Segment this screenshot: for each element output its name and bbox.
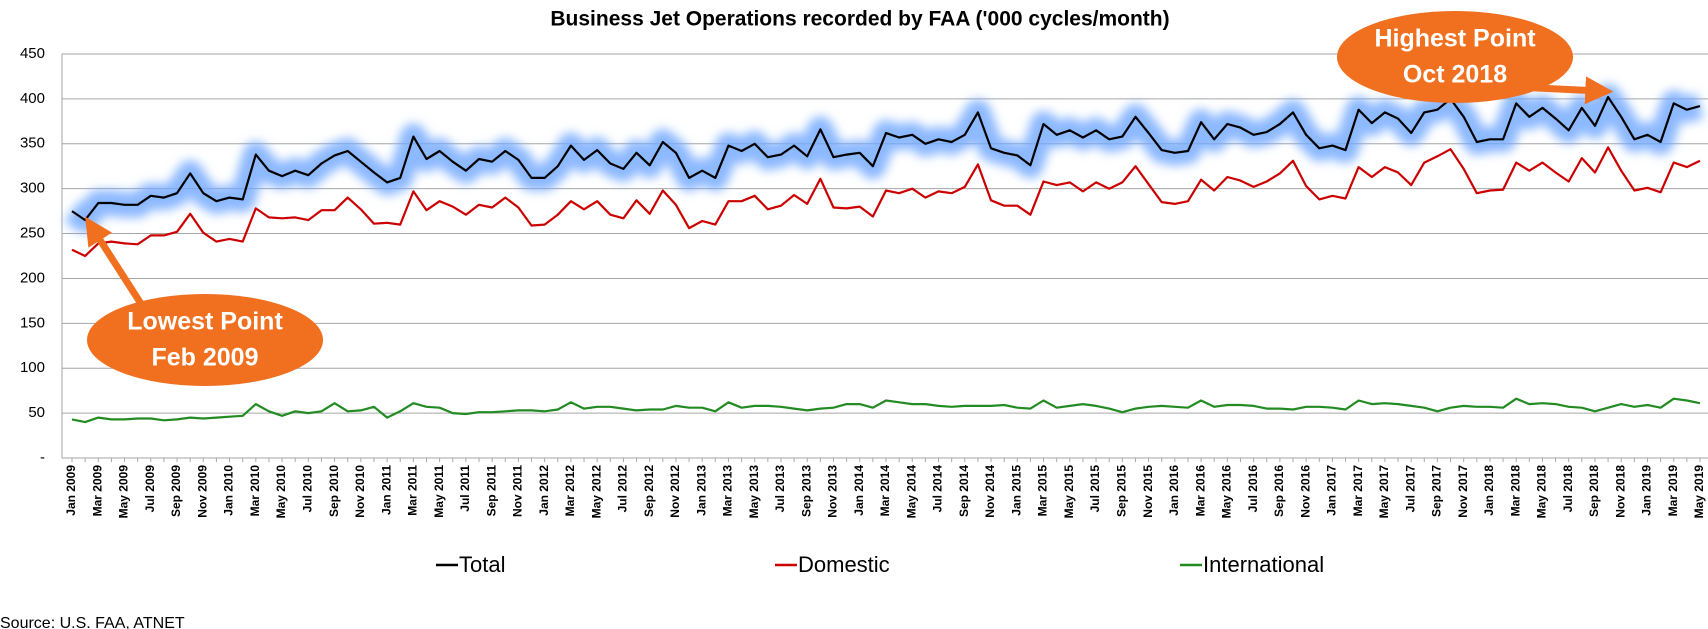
legend-label: Domestic	[798, 552, 890, 577]
x-tick-label: Sep 2011	[484, 465, 498, 517]
x-tick-label: Jan 2010	[222, 465, 236, 516]
x-tick-label: Mar 2015	[1036, 465, 1050, 517]
series-line	[71, 96, 1701, 222]
x-tick-label: Jul 2014	[931, 465, 945, 513]
y-tick-label: 150	[20, 314, 45, 331]
y-tick-label: 100	[20, 359, 45, 376]
x-tick-label: Mar 2018	[1508, 465, 1522, 517]
x-tick-label: Sep 2017	[1430, 465, 1444, 517]
series-line	[71, 146, 1701, 258]
x-tick-label: May 2013	[747, 465, 761, 519]
y-tick-label: 200	[20, 269, 45, 286]
x-tick-label: Mar 2014	[878, 465, 892, 517]
x-tick-label: Jul 2013	[773, 465, 787, 513]
source-note: Source: U.S. FAA, ATNET	[0, 615, 185, 629]
x-tick-label: Jul 2011	[458, 465, 472, 512]
x-tick-label: Jul 2015	[1088, 465, 1102, 513]
series-line	[71, 397, 1701, 424]
y-tick-label: 50	[28, 404, 45, 421]
x-tick-label: Sep 2012	[642, 465, 656, 517]
legend-label: International	[1203, 552, 1324, 577]
x-tick-label: Sep 2018	[1587, 465, 1601, 517]
x-tick-label: Jul 2010	[300, 465, 314, 513]
x-tick-label: Mar 2010	[248, 465, 262, 517]
annotation-text: Feb 2009	[151, 344, 258, 372]
annotation-bubble	[87, 294, 323, 386]
x-tick-label: Jan 2017	[1325, 465, 1339, 516]
x-tick-label: Jan 2009	[64, 465, 78, 516]
annotation-text: Highest Point	[1374, 25, 1536, 53]
x-tick-label: Nov 2009	[195, 465, 209, 518]
y-tick-label: 350	[20, 135, 45, 152]
x-tick-label: May 2012	[589, 465, 603, 519]
chart-title: Business Jet Operations recorded by FAA …	[550, 8, 1169, 31]
x-tick-label: Nov 2018	[1613, 465, 1627, 518]
x-tick-label: Nov 2014	[983, 465, 997, 518]
x-tick-label: Sep 2015	[1114, 465, 1128, 517]
y-tick-label: 300	[20, 180, 45, 197]
x-tick-label: Nov 2015	[1141, 465, 1155, 518]
x-tick-label: Jul 2017	[1403, 465, 1417, 513]
x-tick-label: Sep 2013	[799, 465, 813, 517]
x-tick-label: Nov 2017	[1456, 465, 1470, 518]
x-tick-label: Sep 2016	[1272, 465, 1286, 517]
x-tick-label: Mar 2012	[563, 465, 577, 517]
x-tick-label: Nov 2011	[511, 465, 525, 517]
x-tick-label: Jan 2013	[694, 465, 708, 516]
x-tick-label: Sep 2009	[169, 465, 183, 517]
legend-item: Total	[436, 552, 505, 577]
annotation-text: Lowest Point	[127, 308, 283, 336]
x-tick-label: Jan 2012	[537, 465, 551, 516]
x-tick-label: May 2017	[1377, 465, 1391, 519]
legend-label: Total	[459, 552, 505, 577]
x-tick-label: Jan 2011	[379, 465, 393, 515]
x-tick-label: Jan 2019	[1640, 465, 1654, 516]
annotation-text: Oct 2018	[1403, 61, 1507, 89]
y-tick-label: 400	[20, 90, 45, 107]
annotation-arrow	[85, 216, 148, 312]
x-tick-label: May 2011	[432, 465, 446, 518]
x-tick-label: Jul 2009	[143, 465, 157, 513]
x-tick-label: Nov 2013	[826, 465, 840, 518]
x-tick-label: Nov 2012	[668, 465, 682, 518]
x-tick-label: Jan 2015	[1009, 465, 1023, 516]
legend-item: Domestic	[775, 552, 890, 577]
x-tick-label: May 2010	[274, 465, 288, 519]
x-tick-label: Jan 2018	[1482, 465, 1496, 516]
x-tick-label: Jan 2016	[1167, 465, 1181, 516]
x-tick-label: Nov 2010	[353, 465, 367, 518]
x-tick-label: Jul 2012	[616, 465, 630, 513]
x-tick-label: Jul 2018	[1561, 465, 1575, 513]
x-tick-label: May 2009	[117, 465, 131, 519]
y-tick-label: -	[40, 449, 45, 466]
x-tick-label: May 2019	[1692, 465, 1706, 519]
x-tick-label: Mar 2009	[90, 465, 104, 517]
y-tick-label: 250	[20, 225, 45, 242]
x-tick-label: Mar 2016	[1193, 465, 1207, 517]
annotation-bubble	[1337, 11, 1573, 103]
y-tick-label: 450	[20, 45, 45, 62]
x-tick-label: Sep 2014	[957, 465, 971, 517]
x-tick-label: May 2015	[1062, 465, 1076, 519]
x-tick-label: Jan 2014	[852, 465, 866, 516]
x-tick-label: Mar 2019	[1666, 465, 1680, 517]
x-tick-label: May 2016	[1220, 465, 1234, 519]
x-tick-label: May 2014	[904, 465, 918, 519]
x-tick-label: Nov 2016	[1298, 465, 1312, 518]
x-tick-label: Jul 2016	[1246, 465, 1260, 513]
x-tick-label: Mar 2011	[406, 465, 420, 516]
x-tick-label: Sep 2010	[327, 465, 341, 517]
legend-item: International	[1180, 552, 1324, 577]
x-tick-label: May 2018	[1535, 465, 1549, 519]
x-tick-label: Mar 2017	[1351, 465, 1365, 517]
x-tick-label: Mar 2013	[721, 465, 735, 517]
